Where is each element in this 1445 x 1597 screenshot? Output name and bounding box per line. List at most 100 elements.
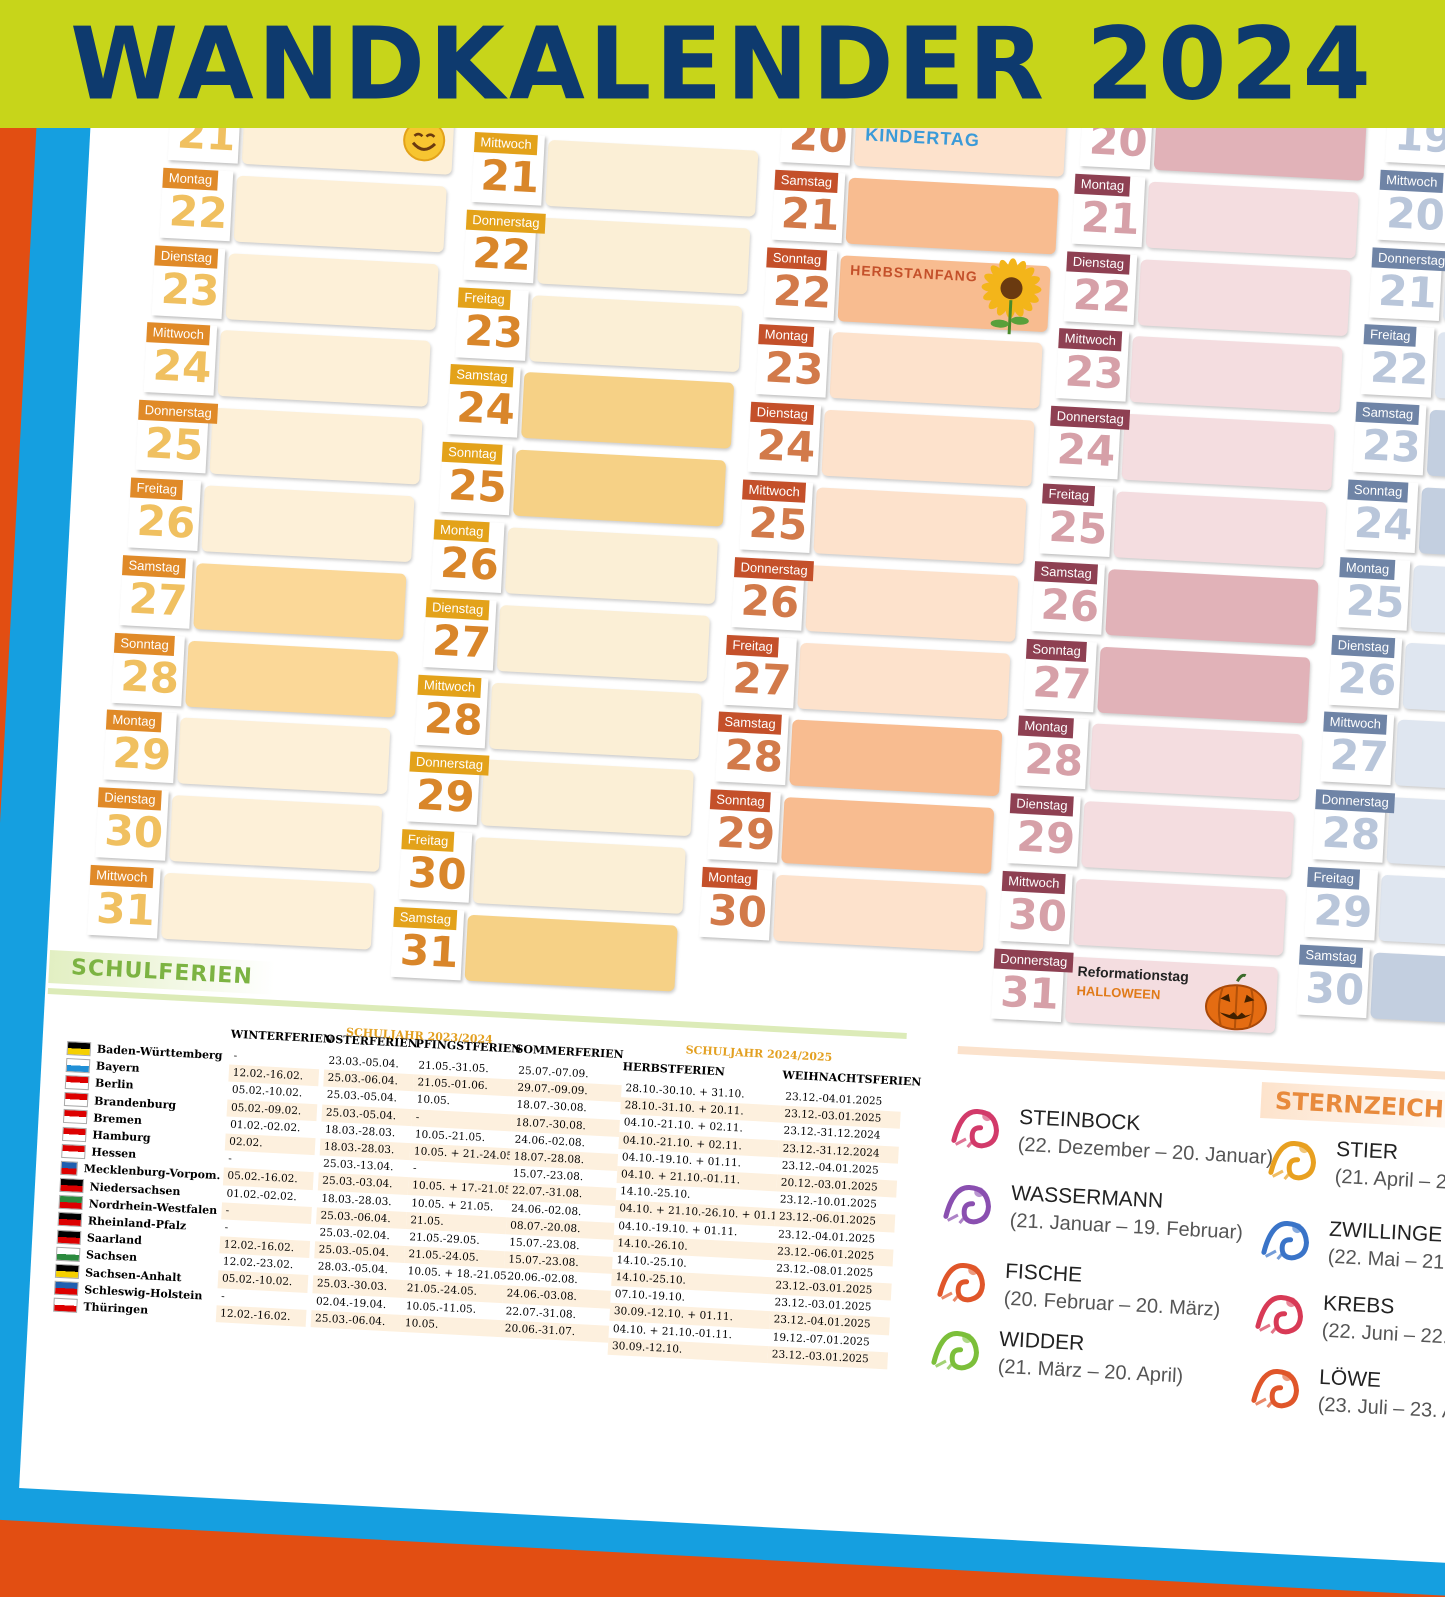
sunflower-icon: [979, 256, 1043, 341]
note-field[interactable]: [789, 719, 1003, 797]
day-september-21: Samstag 21: [771, 169, 1065, 257]
date-box: Montag 28: [1015, 715, 1089, 790]
note-field[interactable]: [496, 604, 711, 682]
state-name: Hessen: [91, 1145, 137, 1162]
date-box: Donnerstag 25: [135, 399, 219, 474]
day-number: 24: [1352, 497, 1414, 550]
date-box: Mittwoch 31: [87, 864, 161, 939]
note-field[interactable]: [201, 485, 415, 563]
zodiac-dates: (23. Juli – 23. Au: [1317, 1393, 1445, 1424]
date-box: Donnerstag 28: [1312, 789, 1396, 863]
day-july-22: Montag 22: [159, 167, 453, 255]
month-column-august: Mittwoch 21 Donnerstag 22 Freitag 23 Samstag 24…: [390, 132, 775, 992]
cancer-icon: [1249, 1286, 1310, 1341]
note-field[interactable]: [1378, 874, 1445, 952]
note-field[interactable]: [845, 177, 1059, 255]
day-number: 24: [151, 340, 213, 393]
note-field[interactable]: [217, 330, 431, 408]
day-oktober-21: Montag 21: [1071, 173, 1365, 261]
note-field[interactable]: [1113, 491, 1327, 569]
note-field[interactable]: [1081, 801, 1295, 879]
note-field[interactable]: [193, 562, 407, 640]
note-field[interactable]: [1386, 797, 1445, 875]
date-box: Sonntag 22: [763, 247, 838, 321]
note-field[interactable]: [545, 139, 759, 217]
note-field[interactable]: [169, 795, 383, 873]
day-number: 23: [763, 342, 825, 395]
day-number: 25: [1344, 575, 1406, 628]
date-box: Donnerstag 26: [731, 556, 815, 631]
note-field[interactable]: [488, 682, 702, 760]
note-field[interactable]: [209, 407, 423, 485]
note-field[interactable]: [1418, 487, 1445, 565]
note-field[interactable]: [1105, 568, 1319, 646]
note-field[interactable]: [1402, 642, 1445, 720]
day-oktober-25: Freitag 25: [1039, 483, 1332, 570]
day-number: 25: [1047, 501, 1109, 554]
zodiac-item: KREBS (22. Juni – 22.: [1248, 1286, 1445, 1373]
note-field[interactable]: [185, 640, 399, 718]
date-box: Montag 23: [755, 324, 830, 399]
holiday-column: WINTERFERIEN -12.02.-16.02. 05.02.-10.02. 0…: [215, 1028, 333, 1327]
day-number: 25: [143, 418, 205, 471]
zodiac-item: ZWILLINGE(22. Mai – 21. J: [1254, 1212, 1445, 1299]
note-field[interactable]: [773, 874, 987, 952]
day-oktober-29: Dienstag 29: [1007, 793, 1300, 880]
note-field[interactable]: [512, 449, 727, 527]
note-field[interactable]: [233, 175, 447, 253]
note-field[interactable]: [1426, 409, 1445, 487]
date-box: Sonntag 28: [111, 632, 185, 706]
note-field[interactable]: [1434, 332, 1445, 410]
calendar-grid: 21 Montag 22 Dienstag 23 Mittwoch 24 Donnerstag…: [87, 90, 1445, 1034]
date-box: Mittwoch 28: [414, 674, 489, 748]
note-field[interactable]: [829, 332, 1043, 410]
schulferien-divider: [47, 987, 907, 1039]
note-field[interactable]: [504, 527, 719, 605]
day-july-28: Sonntag 28: [111, 632, 404, 719]
note-field[interactable]: [1370, 952, 1445, 1030]
note-field[interactable]: [1410, 564, 1445, 642]
note-field[interactable]: [781, 797, 995, 875]
note-field[interactable]: [472, 837, 686, 915]
note-field[interactable]: [1073, 878, 1287, 956]
note-field[interactable]: [797, 642, 1011, 720]
day-november-21: Donnerstag 21: [1368, 247, 1445, 334]
day-november-30: Samstag 30: [1296, 944, 1445, 1031]
capricorn-icon: [945, 1100, 1006, 1155]
day-november-27: Mittwoch 27: [1320, 711, 1445, 799]
date-box: Montag 30: [699, 866, 773, 941]
note-field[interactable]: [529, 294, 743, 372]
day-number: 26: [439, 537, 501, 590]
note-field[interactable]: [1145, 181, 1359, 259]
date-box: Mittwoch 23: [1055, 328, 1130, 403]
state-name: Bayern: [95, 1059, 140, 1076]
date-box: Sonntag 29: [707, 789, 781, 863]
day-august-21: Mittwoch 21: [471, 132, 764, 219]
note-field[interactable]: [805, 564, 1019, 642]
note-field[interactable]: [1137, 258, 1351, 336]
note-field[interactable]: [813, 487, 1027, 565]
note-field[interactable]: [521, 372, 735, 450]
day-august-23: Freitag 23: [455, 286, 748, 374]
state-flag-icon: [54, 1263, 80, 1279]
note-field[interactable]: [821, 409, 1035, 487]
taurus-icon: [1262, 1132, 1323, 1187]
day-number: 28: [119, 650, 181, 703]
date-box: Dienstag 30: [95, 787, 169, 861]
note-field[interactable]: [1394, 719, 1445, 797]
zodiac-dates: (21. Januar – 19. Februar): [1009, 1209, 1244, 1244]
note-field[interactable]: [1089, 723, 1303, 801]
holiday-column: WEIHNACHTSFERIEN 23.12.-04.01.2025 23.12.-…: [767, 1069, 922, 1370]
zodiac-item: FISCHE (20. Februar – 20. März): [930, 1254, 1263, 1341]
day-number: 29: [1312, 885, 1374, 938]
zodiac-item: STIER (21. April – 21.: [1261, 1132, 1445, 1219]
note-field[interactable]: [480, 759, 694, 837]
note-field[interactable]: [1121, 413, 1335, 491]
date-box: Montag 21: [1071, 173, 1146, 248]
note-field[interactable]: [1129, 336, 1343, 414]
note-field[interactable]: [177, 717, 391, 795]
note-field[interactable]: [537, 217, 751, 295]
note-field[interactable]: [1097, 646, 1311, 724]
note-field[interactable]: [225, 252, 439, 330]
note-field[interactable]: [161, 872, 375, 950]
